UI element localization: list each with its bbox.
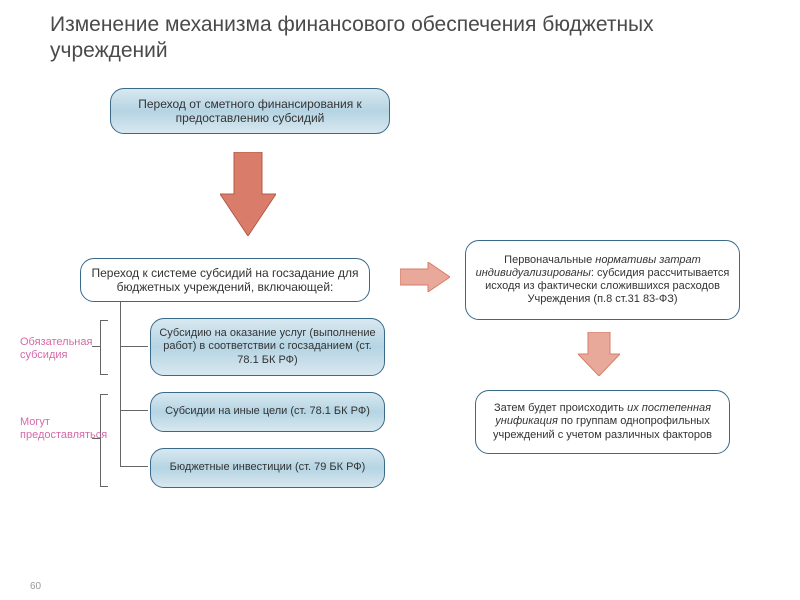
connector-branch-3 xyxy=(120,466,148,467)
arrow-down-large xyxy=(220,152,276,236)
connector-branch-1 xyxy=(120,346,148,347)
box-subsidy-system: Переход к системе субсидий на госзадание… xyxy=(80,258,370,302)
box-sub3-invest: Бюджетные инвестиции (ст. 79 БК РФ) xyxy=(150,448,385,488)
box-normatives-text: Первоначальные нормативы затрат индивиду… xyxy=(474,254,731,307)
label-may-text: Могут предоставляться xyxy=(20,416,107,441)
box-sub1-service: Субсидию на оказание услуг (выполнение р… xyxy=(150,318,385,376)
box-top-text: Переход от сметного финансирования к пре… xyxy=(119,97,381,126)
bracket-may-bot xyxy=(100,486,108,487)
bracket-mandatory-bot xyxy=(100,374,108,375)
bracket-mandatory-top xyxy=(100,320,108,321)
box-subsidy-system-text: Переход к системе субсидий на госзадание… xyxy=(89,266,361,295)
page-number: 60 xyxy=(30,581,41,592)
arrow-down-right xyxy=(578,332,620,376)
box-normatives: Первоначальные нормативы затрат индивиду… xyxy=(465,240,740,320)
box-unification: Затем будет происходить их постепенная у… xyxy=(475,390,730,454)
arrow-right-1 xyxy=(400,262,450,292)
slide-title: Изменение механизма финансового обеспече… xyxy=(50,12,760,65)
bracket-mandatory-v xyxy=(100,320,101,374)
box-sub3-text: Бюджетные инвестиции (ст. 79 БК РФ) xyxy=(170,461,366,474)
box-unification-text: Затем будет происходить их постепенная у… xyxy=(484,402,721,442)
box-sub2-other: Субсидии на иные цели (ст. 78.1 БК РФ) xyxy=(150,392,385,432)
box-sub1-text: Субсидию на оказание услуг (выполнение р… xyxy=(159,327,376,367)
bracket-may-top xyxy=(100,394,108,395)
box-top-transition: Переход от сметного финансирования к пре… xyxy=(110,88,390,134)
connector-branch-2 xyxy=(120,410,148,411)
connector-trunk xyxy=(120,302,121,466)
box-sub2-text: Субсидии на иные цели (ст. 78.1 БК РФ) xyxy=(165,405,370,418)
label-mandatory: Обязательная субсидия xyxy=(20,336,95,362)
label-mandatory-text: Обязательная субсидия xyxy=(20,336,92,361)
label-may: Могут предоставляться xyxy=(20,416,100,442)
